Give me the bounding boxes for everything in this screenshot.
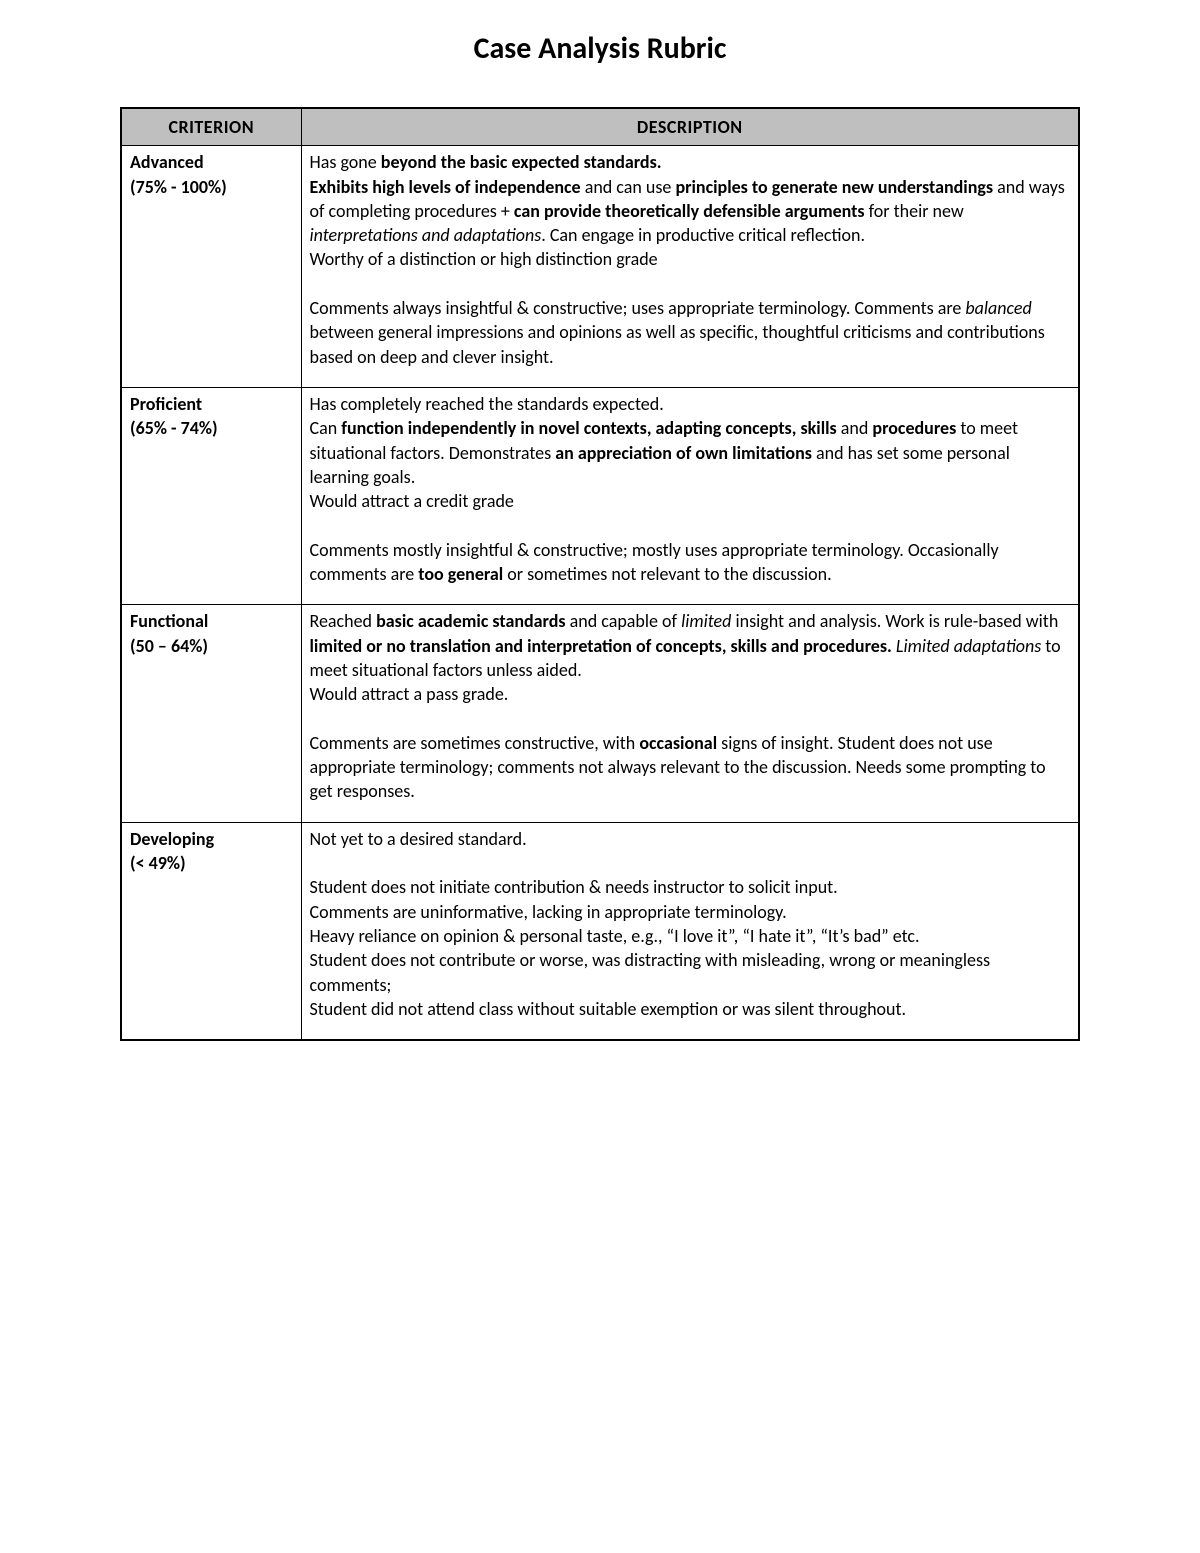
criterion-cell: Functional(50 – 64%) bbox=[121, 605, 301, 822]
header-criterion: CRITERION bbox=[121, 108, 301, 146]
description-paragraph: Not yet to a desired standard. bbox=[310, 827, 1071, 851]
text-run: Can bbox=[310, 417, 342, 439]
text-run: occasional bbox=[639, 732, 717, 754]
table-row: Functional(50 – 64%)Reached basic academ… bbox=[121, 605, 1079, 822]
description-cell: Has gone beyond the basic expected stand… bbox=[301, 146, 1079, 388]
description-paragraph: Reached basic academic standards and cap… bbox=[310, 609, 1071, 682]
text-run: Reached bbox=[310, 610, 377, 632]
text-run: . Can engage in productive critical refl… bbox=[541, 224, 865, 246]
description-paragraph: Can function independently in novel cont… bbox=[310, 416, 1071, 489]
table-row: Proficient(65% - 74%) Has completely reac… bbox=[121, 387, 1079, 604]
description-paragraph: Comments mostly insightful & constructiv… bbox=[310, 538, 1071, 587]
table-header-row: CRITERION DESCRIPTION bbox=[121, 108, 1079, 146]
criterion-range: (50 – 64%) bbox=[130, 634, 293, 658]
description-paragraph: Comments are uninformative, lacking in a… bbox=[310, 900, 1071, 924]
text-run: Student did not attend class without sui… bbox=[310, 998, 907, 1020]
text-run: for their new bbox=[865, 200, 964, 222]
criterion-range: (65% - 74%) bbox=[130, 416, 293, 440]
rubric-table: CRITERION DESCRIPTION Advanced(75% - 100… bbox=[120, 107, 1080, 1041]
text-run: Not yet to a desired standard. bbox=[310, 828, 527, 850]
description-paragraph: Student does not initiate contribution &… bbox=[310, 875, 1071, 899]
table-row: Developing(< 49%)Not yet to a desired st… bbox=[121, 822, 1079, 1040]
text-run: Comments are sometimes constructive, wit… bbox=[310, 732, 640, 754]
text-run: Comments always insightful & constructiv… bbox=[310, 297, 966, 319]
text-run: balanced bbox=[965, 297, 1031, 319]
text-run: or sometimes not relevant to the discuss… bbox=[503, 563, 831, 585]
description-paragraph: Worthy of a distinction or high distinct… bbox=[310, 247, 1071, 271]
text-run: Worthy of a distinction or high distinct… bbox=[310, 248, 658, 270]
description-cell: Reached basic academic standards and cap… bbox=[301, 605, 1079, 822]
description-paragraph: Has completely reached the standards exp… bbox=[310, 392, 1071, 416]
header-description: DESCRIPTION bbox=[301, 108, 1079, 146]
text-run: Student does not initiate contribution &… bbox=[310, 876, 838, 898]
text-run: and bbox=[837, 417, 873, 439]
description-paragraph: Student does not contribute or worse, wa… bbox=[310, 948, 1071, 997]
description-paragraph: Heavy reliance on opinion & personal tas… bbox=[310, 924, 1071, 948]
criterion-name: Developing bbox=[130, 827, 293, 851]
text-run: interpretations and adaptations bbox=[310, 224, 542, 246]
criterion-cell: Proficient(65% - 74%) bbox=[121, 387, 301, 604]
description-paragraph: Would attract a credit grade bbox=[310, 489, 1071, 513]
description-paragraph: Would attract a pass grade. bbox=[310, 682, 1071, 706]
criterion-name: Proficient bbox=[130, 392, 293, 416]
page-title: Case Analysis Rubric bbox=[120, 30, 1080, 67]
criterion-name: Advanced bbox=[130, 150, 293, 174]
description-paragraph: Comments always insightful & constructiv… bbox=[310, 296, 1071, 369]
text-run: Exhibits high levels of independence bbox=[310, 176, 581, 198]
criterion-range: (75% - 100%) bbox=[130, 175, 293, 199]
criterion-cell: Advanced(75% - 100%) bbox=[121, 146, 301, 388]
text-run: limited bbox=[681, 610, 731, 632]
text-run: can provide theoretically defensible arg… bbox=[514, 200, 865, 222]
criterion-range: (< 49%) bbox=[130, 851, 293, 875]
description-cell: Not yet to a desired standard. Student do… bbox=[301, 822, 1079, 1040]
text-run: Would attract a pass grade. bbox=[310, 683, 509, 705]
description-paragraph: Student did not attend class without sui… bbox=[310, 997, 1071, 1021]
description-paragraph: Comments are sometimes constructive, wit… bbox=[310, 731, 1071, 804]
page: Case Analysis Rubric CRITERION DESCRIPTI… bbox=[0, 0, 1200, 1241]
text-run: insight and analysis. Work is rule-based… bbox=[731, 610, 1058, 632]
text-run: limited or no translation and interpreta… bbox=[310, 635, 892, 657]
text-run: beyond the basic expected standards. bbox=[381, 151, 662, 173]
description-paragraph: Exhibits high levels of independence and… bbox=[310, 175, 1071, 248]
text-run: and capable of bbox=[566, 610, 682, 632]
text-run: procedures bbox=[872, 417, 956, 439]
criterion-name: Functional bbox=[130, 609, 293, 633]
text-run: too general bbox=[418, 563, 503, 585]
text-run: Student does not contribute or worse, wa… bbox=[310, 949, 991, 995]
text-run: Comments are uninformative, lacking in a… bbox=[310, 901, 787, 923]
text-run: Heavy reliance on opinion & personal tas… bbox=[310, 925, 920, 947]
text-run: Limited adaptations bbox=[896, 635, 1041, 657]
text-run: Has completely reached the standards exp… bbox=[310, 393, 664, 415]
text-run: function independently in novel contexts… bbox=[341, 417, 836, 439]
criterion-cell: Developing(< 49%) bbox=[121, 822, 301, 1040]
text-run: Would attract a credit grade bbox=[310, 490, 514, 512]
description-paragraph: Has gone beyond the basic expected stand… bbox=[310, 150, 1071, 174]
text-run: an appreciation of own limitations bbox=[555, 442, 812, 464]
text-run: between general impressions and opinions… bbox=[310, 321, 1045, 367]
text-run: principles to generate new understanding… bbox=[675, 176, 993, 198]
text-run: and can use bbox=[581, 176, 676, 198]
description-cell: Has completely reached the standards exp… bbox=[301, 387, 1079, 604]
text-run: Has gone bbox=[310, 151, 381, 173]
table-row: Advanced(75% - 100%) Has gone beyond the … bbox=[121, 146, 1079, 388]
text-run: basic academic standards bbox=[376, 610, 565, 632]
